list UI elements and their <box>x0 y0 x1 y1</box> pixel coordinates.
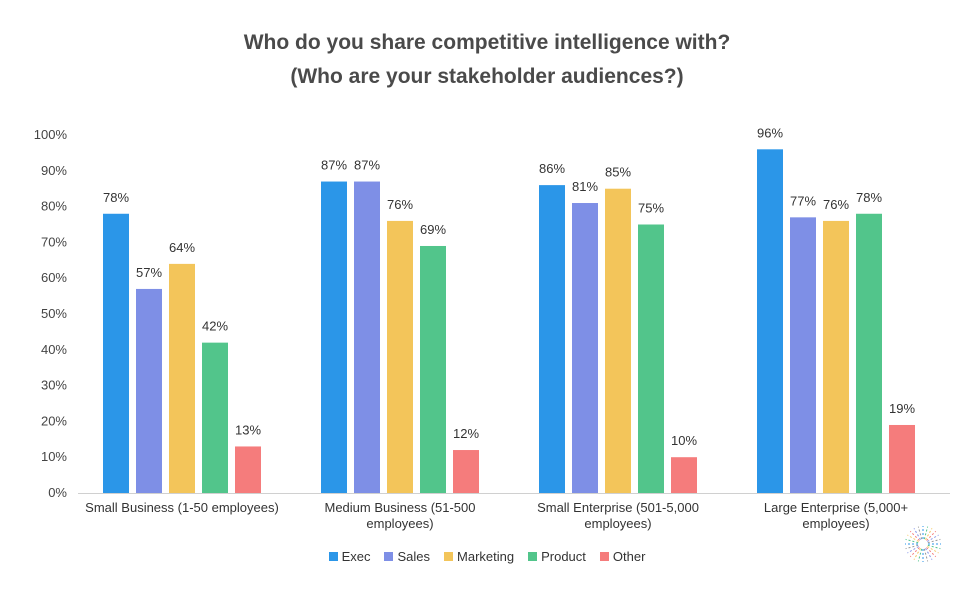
category-label: Small Business (1-50 employees) <box>85 500 279 515</box>
data-label: 87% <box>321 158 347 173</box>
bar-other-0 <box>235 446 261 493</box>
chart-title: Who do you share competitive intelligenc… <box>243 31 731 54</box>
bar-product-1 <box>420 245 446 493</box>
bar-marketing-2 <box>605 188 631 493</box>
data-label: 96% <box>757 125 783 140</box>
data-label: 13% <box>235 422 261 437</box>
data-label: 76% <box>823 197 849 212</box>
chart-subtitle: (Who are your stakeholder audiences?) <box>290 65 684 88</box>
data-label: 78% <box>856 190 882 205</box>
legend-item-other: Other <box>599 549 646 564</box>
bar-other-1 <box>453 450 479 493</box>
data-label: 76% <box>387 197 413 212</box>
legend-swatch <box>384 552 394 561</box>
data-label: 78% <box>103 190 129 205</box>
data-label: 77% <box>790 193 816 208</box>
legend-item-marketing: Marketing <box>444 549 514 564</box>
data-label: 42% <box>202 319 228 334</box>
legend-item-product: Product <box>528 549 586 564</box>
bar-exec-2 <box>539 185 565 493</box>
chart-title-block: Who do you share competitive intelligenc… <box>0 26 974 94</box>
y-tick-label: 30% <box>41 378 67 393</box>
bar-product-0 <box>202 342 228 493</box>
y-tick-label: 90% <box>41 163 67 178</box>
bar-marketing-0 <box>169 263 195 493</box>
legend-label: Marketing <box>457 549 515 564</box>
bar-exec-0 <box>103 213 129 493</box>
bar-exec-1 <box>321 181 347 494</box>
bar-product-3 <box>856 213 882 493</box>
bar-other-3 <box>889 424 915 493</box>
legend-swatch <box>599 552 609 561</box>
data-label: 86% <box>539 161 565 176</box>
data-label: 57% <box>136 265 162 280</box>
category-label: employees) <box>584 516 651 531</box>
legend-swatch <box>528 552 538 561</box>
category-label: employees) <box>366 516 433 531</box>
y-tick-label: 0% <box>48 485 67 500</box>
data-label: 69% <box>420 222 446 237</box>
bar-marketing-3 <box>823 220 849 494</box>
sunburst-logo-icon <box>905 526 941 562</box>
legend-item-sales: Sales <box>384 549 430 564</box>
y-tick-label: 70% <box>41 234 67 249</box>
legend-item-exec: Exec <box>328 549 371 564</box>
legend-swatch <box>328 552 338 561</box>
y-tick-label: 80% <box>41 199 67 214</box>
bar-sales-0 <box>136 288 162 493</box>
legend-label: Other <box>612 549 646 564</box>
legend-label: Product <box>541 549 586 564</box>
bar-product-2 <box>638 224 664 493</box>
y-tick-label: 40% <box>41 342 67 357</box>
data-label: 87% <box>354 158 380 173</box>
data-label: 19% <box>889 401 915 416</box>
category-label: Large Enterprise (5,000+ <box>764 500 908 515</box>
data-label: 75% <box>638 201 664 216</box>
legend-swatch <box>444 552 454 561</box>
category-label: Small Enterprise (501-5,000 <box>537 500 699 515</box>
legend-label: Sales <box>397 549 431 564</box>
bar-other-2 <box>671 457 697 493</box>
bar-sales-3 <box>790 217 816 493</box>
data-label: 64% <box>169 240 195 255</box>
data-label: 81% <box>572 179 598 194</box>
bar-sales-1 <box>354 181 380 494</box>
y-tick-label: 50% <box>41 306 67 321</box>
chart-legend: Exec Sales Marketing Product Other <box>0 549 974 564</box>
bar-sales-2 <box>572 203 598 493</box>
y-tick-label: 60% <box>41 270 67 285</box>
data-label: 10% <box>671 433 697 448</box>
y-tick-label: 20% <box>41 413 67 428</box>
bar-exec-3 <box>757 149 783 493</box>
category-label: Medium Business (51-500 <box>324 500 475 515</box>
y-tick-label: 100% <box>34 127 68 142</box>
data-label: 12% <box>453 426 479 441</box>
bar-marketing-1 <box>387 220 413 494</box>
legend-label: Exec <box>341 549 371 564</box>
data-label: 85% <box>605 165 631 180</box>
category-label: employees) <box>802 516 869 531</box>
y-tick-label: 10% <box>41 449 67 464</box>
